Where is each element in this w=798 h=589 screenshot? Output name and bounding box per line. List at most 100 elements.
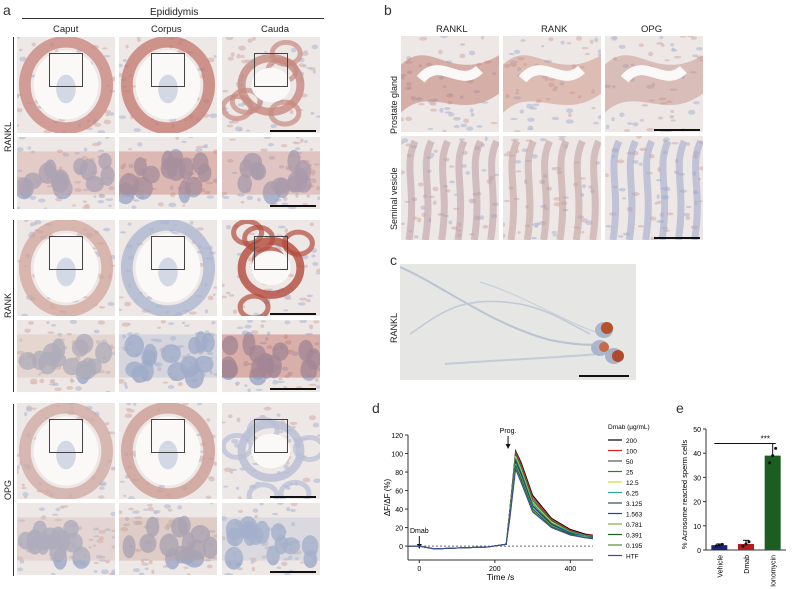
data-point-1 — [747, 540, 751, 544]
epididymis-title: Epididymis — [150, 7, 199, 18]
series-line-7 — [408, 461, 594, 550]
legend-label-10: 0.195 — [626, 543, 643, 550]
e-y-tick-label: 10 — [693, 524, 701, 531]
e-y-tick-label: 0 — [697, 548, 701, 555]
y-tick-label: 100 — [391, 452, 403, 459]
micrograph-zoom-opg-cauda — [222, 503, 320, 575]
scale-bar-opg-zoom — [270, 571, 316, 573]
series-line-2 — [408, 452, 594, 550]
panel-c-letter: c — [390, 252, 397, 268]
annotation-0: Dmab — [410, 528, 429, 535]
y-tick-label: 40 — [395, 507, 403, 514]
data-point-2 — [771, 454, 775, 458]
panel-b-letter: b — [384, 2, 392, 18]
scale-bar-rank-overview — [270, 313, 316, 315]
row-bracket-rankl — [13, 37, 14, 209]
c-scale-bar — [579, 375, 629, 377]
legend-label-4: 12.5 — [626, 480, 639, 487]
legend-title: Dmab (µg/mL) — [608, 424, 650, 431]
legend-label-9: 0.391 — [626, 533, 643, 540]
row-bracket-rank — [13, 220, 14, 392]
row-label-rank: RANK — [3, 292, 13, 318]
data-point-2 — [774, 446, 778, 450]
row-bracket-opg — [13, 404, 14, 576]
inset-box-rank-cauda — [254, 236, 288, 270]
bar-1 — [738, 543, 754, 550]
x-tick-label: 400 — [565, 566, 577, 573]
y-axis-label: ΔF/ΔF (%) — [383, 478, 392, 516]
series-line-10 — [408, 467, 594, 550]
legend-label-6: 3.125 — [626, 501, 643, 508]
series-line-6 — [408, 459, 593, 550]
micrograph-prostate-rankl — [401, 36, 499, 132]
micrograph-zoom-opg-corpus — [119, 503, 217, 575]
micrograph-zoom-rankl-caput — [17, 137, 115, 209]
series-line-1 — [408, 449, 593, 550]
micrograph-zoom-rank-caput — [17, 320, 115, 392]
x-tick-label: 200 — [489, 566, 501, 573]
scale-bar-rank-zoom — [270, 388, 316, 390]
b-col-label-rankl: RANKL — [436, 24, 468, 35]
e-category-label-1: Dmab — [744, 555, 751, 574]
series-line-0 — [408, 448, 594, 550]
sperm-micrograph — [400, 264, 636, 380]
bar-0 — [711, 545, 728, 550]
series-line-9 — [408, 465, 593, 550]
micrograph-prostate-rank — [503, 36, 601, 132]
panel-d-letter: d — [372, 400, 380, 416]
c-row-label-rankl: RANKL — [389, 312, 399, 343]
b-col-label-rank: RANK — [541, 24, 568, 35]
b-scale-bar-seminal — [654, 237, 700, 239]
data-point-0 — [714, 544, 718, 548]
data-point-0 — [720, 542, 724, 546]
e-y-tick-label: 20 — [693, 500, 701, 507]
series-line-5 — [408, 457, 594, 550]
inset-box-rank-caput — [49, 236, 83, 270]
micrograph-zoom-rankl-corpus — [119, 137, 217, 209]
panel-a-letter: a — [3, 2, 11, 18]
micrograph-rank-cauda — [222, 220, 320, 316]
micrograph-zoom-rankl-cauda — [222, 137, 320, 209]
e-y-tick-label: 30 — [693, 475, 701, 482]
series-line-3 — [408, 454, 593, 550]
data-point-2 — [768, 461, 772, 465]
data-point-1 — [744, 542, 748, 546]
series-line-8 — [408, 463, 594, 550]
inset-box-rankl-cauda — [254, 53, 288, 87]
micrograph-seminal-rankl — [401, 136, 499, 240]
scale-bar-opg-overview — [270, 496, 316, 498]
b-scale-bar-prostate — [654, 129, 700, 131]
micrograph-zoom-rank-corpus — [119, 320, 217, 392]
annotation-arrowhead-1 — [505, 444, 511, 449]
data-point-0 — [717, 543, 721, 547]
y-tick-label: 20 — [395, 526, 403, 533]
y-tick-label: 60 — [395, 489, 403, 496]
inset-box-rankl-caput — [49, 53, 83, 87]
bar-2 — [764, 455, 781, 550]
y-tick-label: 120 — [391, 433, 403, 440]
col-label-caput: Caput — [53, 24, 79, 35]
epididymis-title-rule — [22, 18, 324, 19]
col-label-corpus: Corpus — [151, 24, 182, 35]
micrograph-seminal-rank — [503, 136, 601, 240]
legend-label-0: 200 — [626, 438, 637, 445]
row-label-rankl: RANKL — [3, 121, 13, 152]
legend-label-7: 1.563 — [626, 512, 643, 519]
acrosome-bar-chart: 0 10 20 30 40 50 % Acrosome reacted sperm cell… — [680, 427, 786, 587]
e-category-label-0: Vehicle — [717, 555, 724, 578]
x-tick-label: 0 — [417, 566, 421, 573]
e-y-tick-label: 50 — [693, 427, 701, 434]
inset-box-rank-corpus — [151, 236, 185, 270]
micrograph-seminal-opg — [605, 136, 703, 240]
legend-label-3: 25 — [626, 470, 634, 477]
data-point-1 — [741, 544, 745, 548]
series-line-4 — [408, 456, 594, 550]
micrograph-zoom-opg-caput — [17, 503, 115, 575]
legend-label-5: 6.25 — [626, 491, 639, 498]
legend-label-11: HTF — [626, 554, 639, 561]
inset-box-opg-cauda — [254, 419, 288, 453]
y-tick-label: 0 — [399, 544, 403, 551]
scale-bar-rankl-overview — [270, 130, 316, 132]
micrograph-prostate-opg — [605, 36, 703, 132]
b-col-label-opg: OPG — [641, 24, 663, 35]
